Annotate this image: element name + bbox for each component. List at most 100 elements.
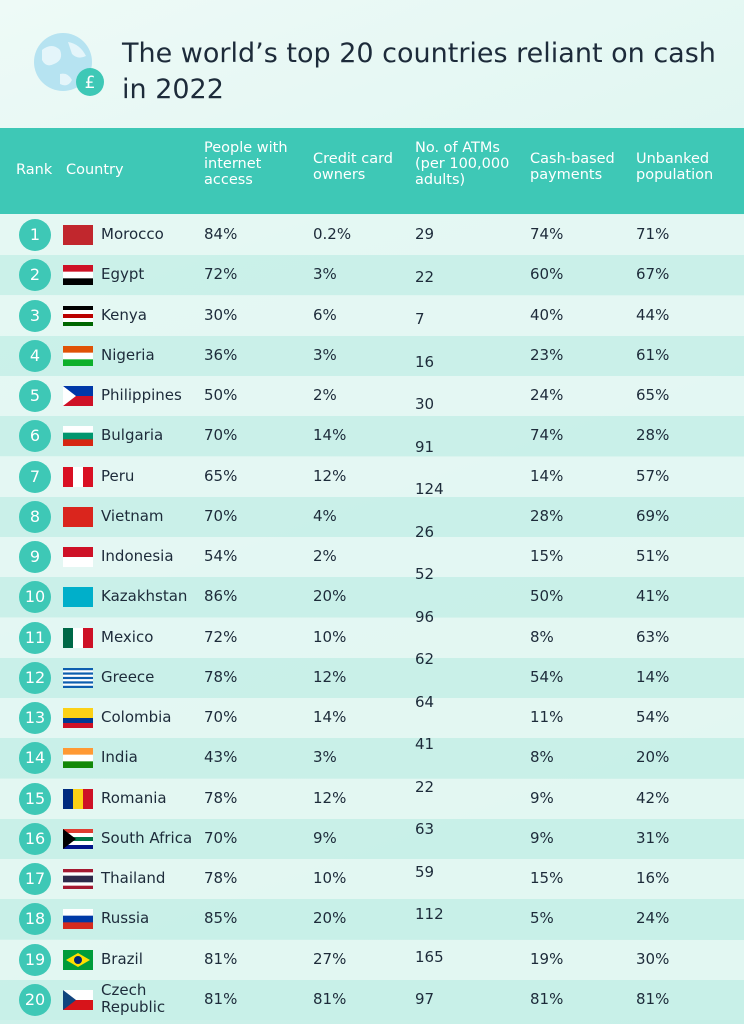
country-name: Morocco: [101, 225, 164, 243]
cell: 9%: [530, 828, 554, 847]
flag: [63, 708, 93, 729]
atm-value: 7: [415, 310, 425, 328]
rank-badge: 5: [19, 380, 51, 413]
rank-badge: 1: [19, 219, 51, 251]
atm-value: 59: [415, 862, 435, 881]
cell: 2%: [313, 547, 337, 566]
cell: 81%: [204, 949, 238, 968]
rank-badge: 7: [19, 460, 51, 493]
country-name: Peru: [101, 466, 135, 485]
cell: 50%: [204, 386, 238, 405]
cell: 54%: [204, 547, 238, 566]
cell: 78%: [204, 869, 238, 888]
cell: 86%: [204, 587, 238, 606]
country-name: Greece: [101, 667, 155, 686]
country-name: South Africa: [101, 828, 193, 847]
rank-badge: 18: [19, 903, 51, 936]
cell: 9%: [313, 828, 337, 847]
flag: [63, 466, 93, 487]
table-row: [0, 698, 744, 739]
country-name: Indonesia: [101, 547, 174, 566]
atm-value: 26: [415, 522, 435, 541]
cell: 54%: [530, 667, 564, 686]
cell: 28%: [530, 506, 564, 525]
flag: [63, 225, 93, 245]
rank-badge: 20: [19, 983, 51, 1016]
cell: 30%: [204, 305, 238, 324]
cell: 6%: [313, 305, 337, 324]
table-row: [0, 657, 744, 698]
atm-value: 91: [415, 437, 435, 456]
rank-badge: 19: [19, 943, 51, 976]
rank-badge: 13: [19, 702, 51, 735]
cell: 84%: [204, 225, 238, 243]
cell: 19%: [530, 949, 564, 968]
table-row: [0, 979, 744, 1020]
country-name: Colombia: [101, 708, 172, 727]
column-header: Credit card owners: [313, 151, 393, 183]
cell: 2%: [313, 386, 337, 405]
table-row: [0, 778, 744, 819]
table-row: [0, 496, 744, 537]
flag: [63, 667, 93, 688]
cell: 20%: [636, 748, 670, 767]
cell: 67%: [636, 265, 670, 284]
country-name: Romania: [101, 788, 167, 807]
rank-badge: 16: [19, 822, 51, 855]
country-name: Egypt: [101, 265, 145, 284]
country-name: Russia: [101, 909, 150, 928]
rank-badge: 9: [19, 541, 51, 574]
table-row: [0, 215, 744, 255]
column-header: No. of ATMs (per 100,000 adults): [415, 140, 510, 188]
cell: 0.2%: [313, 225, 352, 243]
cell: 44%: [636, 305, 670, 324]
table-row: [0, 335, 744, 376]
cell: 50%: [530, 587, 564, 606]
rank-badge: 2: [19, 259, 51, 292]
cell: 78%: [204, 788, 238, 807]
table-row: [0, 738, 744, 779]
table-row: [0, 617, 744, 658]
cell: 12%: [313, 667, 347, 686]
cell: 10%: [313, 627, 347, 646]
rank-badge: 17: [19, 863, 51, 896]
cell: 70%: [204, 708, 238, 727]
flag: [63, 506, 93, 527]
flag: [63, 426, 93, 447]
atm-value: 112: [415, 905, 444, 923]
cell: 9%: [530, 788, 554, 807]
flag: [63, 547, 93, 568]
cell: 61%: [636, 345, 670, 364]
cell: 60%: [530, 265, 564, 284]
flag: [63, 869, 93, 890]
atm-value: 64: [415, 692, 435, 711]
rank-badge: 14: [19, 742, 51, 775]
table-row: [0, 939, 744, 980]
cell: 85%: [204, 909, 238, 928]
rank-badge: 4: [19, 339, 51, 372]
cell: 14%: [313, 426, 347, 445]
cell: 78%: [204, 667, 238, 686]
cell: 72%: [204, 265, 238, 284]
rank-badge: 3: [19, 299, 51, 332]
flag: [63, 989, 93, 1010]
cell: 51%: [636, 547, 670, 566]
cell: 23%: [530, 345, 564, 364]
atm-value: 52: [415, 565, 435, 583]
country-name: Philippines: [101, 386, 182, 405]
atm-value: 165: [415, 947, 444, 966]
cell: 30%: [636, 949, 670, 968]
table-row: [0, 537, 744, 578]
flag: [63, 587, 93, 608]
flag: [63, 265, 93, 286]
column-header: Cash-based payments: [530, 151, 615, 183]
table-row: [0, 255, 744, 296]
rank-badge: 6: [19, 420, 51, 453]
icon-symbol: £: [85, 73, 96, 93]
header-bar: [0, 128, 744, 214]
atm-value: 22: [415, 777, 435, 796]
cell: 8%: [530, 627, 554, 646]
table-row: [0, 818, 744, 859]
table-row: [0, 376, 744, 417]
table-row: [0, 295, 744, 336]
